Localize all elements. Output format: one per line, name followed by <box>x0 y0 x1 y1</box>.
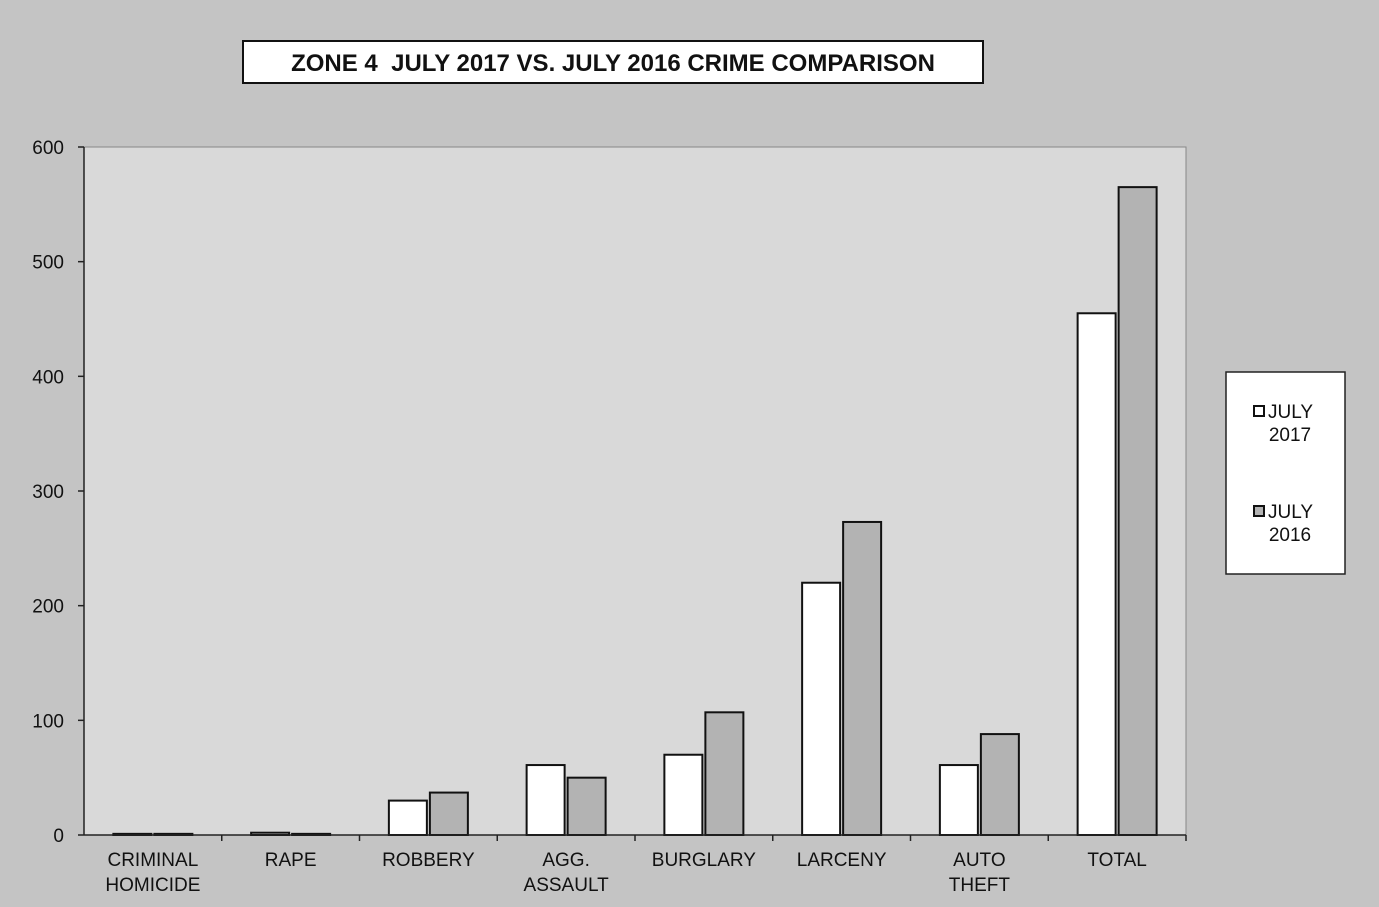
bar-july-2017-burglary <box>663 753 704 837</box>
y-tick-label-0: 0 <box>53 826 64 847</box>
bar-july-2016-burglary <box>704 711 745 836</box>
x-tick-label-criminal-homicide-line2: HOMICIDE <box>105 875 200 896</box>
y-tick-label-400: 400 <box>32 367 64 388</box>
x-tick-label-auto-theft-line1: AUTO <box>953 850 1005 871</box>
x-tick-label-criminal-homicide-line1: CRIMINAL <box>107 850 198 871</box>
bar-july-2017-larceny <box>801 581 842 836</box>
y-tick-label-500: 500 <box>32 253 64 274</box>
legend-label-july-2017-line1: JULY <box>1268 402 1313 423</box>
bar-july-2017-total <box>1076 312 1117 836</box>
y-tick-label-600: 600 <box>32 138 64 159</box>
bar-july-2016-larceny <box>842 520 883 837</box>
bar-july-2016-agg-assault <box>566 776 607 837</box>
legend: JULY 2017 JULY 2016 <box>1225 371 1346 575</box>
chart-title: ZONE 4 JULY 2017 VS. JULY 2016 CRIME COM… <box>291 50 935 77</box>
y-axis: 0 100 200 300 400 500 600 <box>32 138 85 847</box>
legend-frame <box>1225 371 1346 575</box>
y-tick-label-300: 300 <box>32 482 64 503</box>
bar-july-2017-robbery <box>387 799 428 836</box>
legend-swatch-july-2016 <box>1253 505 1265 517</box>
chart-title-box: ZONE 4 JULY 2017 VS. JULY 2016 CRIME COM… <box>242 40 984 84</box>
y-tick-label-200: 200 <box>32 597 64 618</box>
bar-july-2016-total <box>1117 186 1158 836</box>
chart-title-frame <box>242 40 984 84</box>
legend-label-july-2016-line1: JULY <box>1268 502 1313 523</box>
x-tick-label-agg-assault-line2: ASSAULT <box>524 875 610 896</box>
bar-series <box>112 186 1158 837</box>
bar-july-2016-robbery <box>428 791 469 836</box>
bar-july-2017-auto-theft <box>938 764 979 837</box>
x-tick-label-agg-assault-line1: AGG. <box>542 850 590 871</box>
x-axis: CRIMINAL HOMICIDE RAPE ROBBERY AGG. ASSAULT BU… <box>84 834 1187 896</box>
bar-july-2017-agg-assault <box>525 764 566 837</box>
x-tick-label-rape-line1: RAPE <box>265 850 317 871</box>
legend-label-july-2017-line2: 2017 <box>1269 425 1311 446</box>
x-tick-label-burglary-line1: BURGLARY <box>652 850 757 871</box>
bar-july-2016-auto-theft <box>979 733 1020 836</box>
legend-label-july-2016-line2: 2016 <box>1269 525 1311 546</box>
y-tick-label-100: 100 <box>32 711 64 732</box>
plot-area <box>83 146 1187 836</box>
x-tick-label-larceny-line1: LARCENY <box>797 850 887 871</box>
x-tick-label-auto-theft-line2: THEFT <box>949 875 1011 896</box>
legend-swatch-july-2017 <box>1253 405 1265 417</box>
x-tick-label-total-line1: TOTAL <box>1087 850 1146 871</box>
x-tick-label-robbery-line1: ROBBERY <box>382 850 475 871</box>
